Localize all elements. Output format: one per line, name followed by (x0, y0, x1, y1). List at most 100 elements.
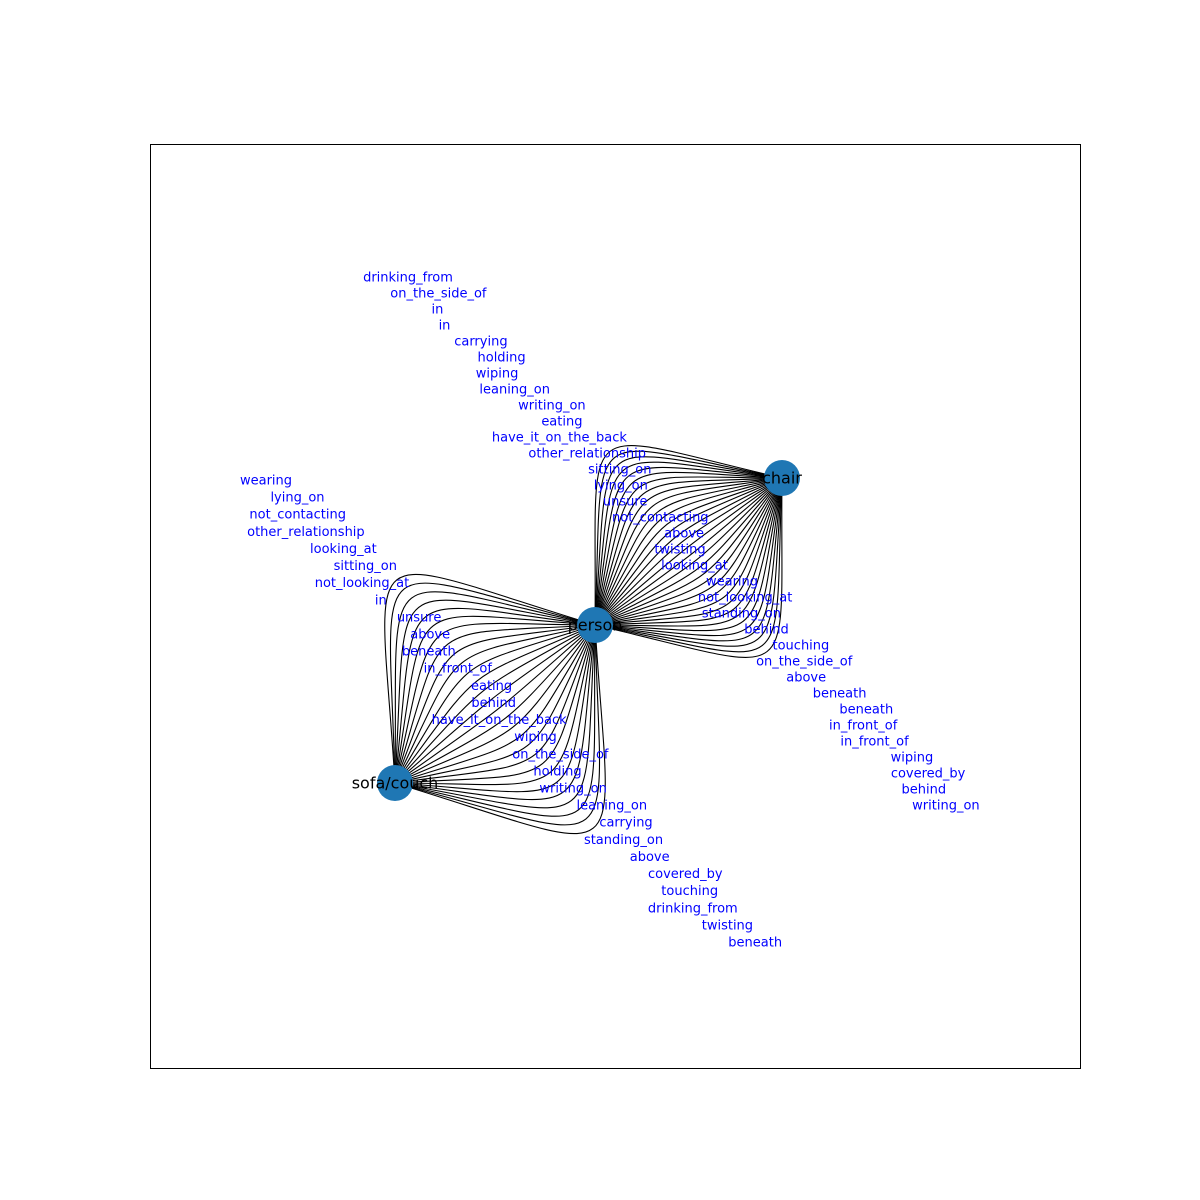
edge-person-sofa-22 (394, 624, 596, 793)
edge-label-person-sofa-22: above (630, 850, 670, 865)
node-person (577, 607, 613, 643)
edge-label-person-sofa-8: unsure (397, 610, 442, 625)
edge-person-sofa-1 (389, 582, 596, 784)
edge-person-sofa-4 (394, 607, 596, 784)
edge-person-sofa-18 (394, 624, 596, 784)
edge-person-chair-7 (594, 477, 783, 626)
edge-person-chair-20 (594, 477, 783, 626)
edge-label-person-chair-13: lying_on (594, 479, 648, 494)
nodes: person chair sofa/couch (352, 460, 802, 801)
edge-person-sofa-11 (394, 624, 596, 784)
edge-label-person-chair-15: not_contacting (612, 511, 709, 526)
edge-person-sofa-5 (394, 615, 596, 784)
edge-person-sofa-23 (394, 624, 596, 801)
edge-label-person-sofa-11: in_front_of (424, 662, 493, 677)
edge-person-chair-5 (594, 477, 783, 632)
edge-label-person-chair-25: above (786, 671, 826, 686)
edge-person-chair-29 (594, 466, 783, 626)
edge-person-sofa-6 (394, 622, 596, 784)
edge-labels: drinking_fromon_the_side_ofinincarryingh… (240, 271, 980, 951)
edge-person-sofa-9 (394, 624, 596, 784)
edge-label-person-chair-5: holding (478, 351, 526, 366)
edge-person-chair-33 (594, 445, 783, 626)
edge-label-person-chair-27: beneath (839, 703, 893, 718)
edge-person-chair-10 (594, 477, 783, 626)
edge-person-sofa-26 (394, 624, 601, 826)
edge-label-person-sofa-5: sitting_on (334, 559, 397, 574)
edge-person-chair-32 (594, 450, 783, 626)
edge-person-sofa-10 (394, 624, 596, 784)
edge-person-chair-6 (594, 477, 783, 627)
edge-label-person-chair-10: have_it_on_the_back (492, 431, 627, 446)
edge-label-person-chair-32: behind (902, 783, 947, 798)
edge-person-sofa-12 (394, 624, 596, 784)
edge-label-person-chair-2: in (431, 303, 443, 318)
edge-label-person-sofa-7: in (375, 593, 387, 608)
edge-label-person-chair-6: wiping (476, 367, 519, 382)
edge-label-person-chair-8: writing_on (518, 399, 585, 414)
edge-label-person-chair-22: behind (744, 623, 789, 638)
edge-person-chair-11 (594, 477, 783, 626)
edge-label-person-chair-7: leaning_on (479, 383, 550, 398)
node-label-sofa: sofa/couch (352, 774, 439, 793)
edge-person-sofa-16 (394, 624, 596, 784)
plot-frame (150, 144, 1081, 1069)
edge-person-chair-22 (594, 477, 783, 626)
edge-label-person-chair-23: touching (773, 639, 830, 654)
edge-label-person-sofa-9: above (410, 628, 450, 643)
edge-person-sofa-3 (394, 599, 596, 784)
edge-person-chair-17 (594, 477, 783, 626)
edge-label-person-chair-0: drinking_from (363, 271, 453, 286)
edge-person-chair-16 (594, 477, 783, 626)
edge-person-sofa-19 (394, 624, 596, 784)
edge-person-sofa-25 (394, 624, 596, 817)
edge-person-chair-25 (594, 477, 783, 626)
edge-label-person-sofa-20: carrying (599, 816, 652, 831)
edge-label-person-sofa-27: beneath (728, 936, 782, 951)
edge-label-person-chair-1: on_the_side_of (390, 287, 487, 302)
edge-person-sofa-17 (394, 624, 596, 784)
edge-label-person-chair-9: eating (541, 415, 582, 430)
edge-person-sofa-14 (394, 624, 596, 784)
edge-label-person-chair-31: covered_by (891, 767, 966, 782)
node-label-person: person (568, 616, 623, 635)
edge-label-person-sofa-3: other_relationship (247, 525, 365, 540)
edge-person-chair-9 (594, 477, 783, 626)
edge-label-person-sofa-18: writing_on (539, 782, 606, 797)
node-label-chair: chair (762, 469, 802, 488)
edge-person-sofa-27 (394, 624, 606, 835)
edge-person-sofa-15 (394, 624, 596, 784)
edge-person-sofa-0 (384, 573, 596, 784)
edge-label-person-sofa-19: leaning_on (576, 799, 647, 814)
edge-label-person-sofa-12: eating (471, 679, 512, 694)
edge-person-chair-8 (594, 477, 783, 626)
edge-label-person-sofa-15: wiping (514, 730, 557, 745)
edge-label-person-chair-19: wearing (706, 575, 758, 590)
edge-label-person-sofa-0: wearing (240, 474, 292, 489)
edge-person-sofa-20 (394, 624, 596, 784)
edge-label-person-chair-30: wiping (891, 751, 934, 766)
edge-label-person-chair-3: in (439, 319, 451, 334)
edge-label-person-chair-28: in_front_of (829, 719, 898, 734)
edge-label-person-sofa-1: lying_on (270, 491, 324, 506)
edge-person-chair-23 (594, 477, 783, 626)
edge-label-person-chair-14: unsure (603, 495, 648, 510)
edge-label-person-sofa-10: beneath (402, 645, 456, 660)
edge-person-sofa-24 (394, 624, 596, 809)
edge-person-sofa-7 (394, 624, 596, 784)
edge-person-chair-26 (594, 477, 783, 626)
edge-label-person-sofa-16: on_the_side_of (512, 747, 609, 762)
edge-person-sofa-13 (394, 624, 596, 784)
edge-label-person-chair-17: twisting (654, 543, 705, 558)
edge-person-chair-18 (594, 477, 783, 626)
edge-label-person-chair-29: in_front_of (840, 735, 909, 750)
edge-label-person-sofa-24: touching (661, 884, 718, 899)
edge-label-person-chair-21: standing_on (702, 607, 781, 622)
edge-label-person-sofa-21: standing_on (584, 833, 663, 848)
edge-person-chair-13 (594, 477, 783, 626)
edge-label-person-chair-24: on_the_side_of (756, 655, 853, 670)
edge-person-chair-12 (594, 477, 783, 626)
edge-person-chair-31 (594, 456, 783, 626)
edge-label-person-sofa-14: have_it_on_the_back (432, 713, 567, 728)
